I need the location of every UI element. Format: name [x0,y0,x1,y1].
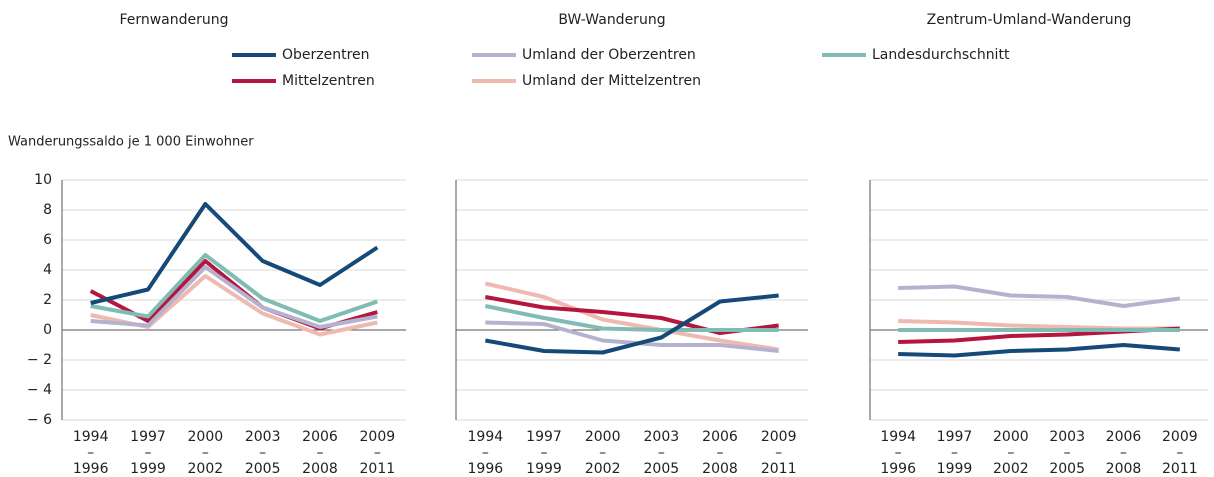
series-line [90,202,379,305]
x-tick-label: 2006–2008 [302,429,338,477]
x-tick-label: 2003–2005 [644,429,680,477]
x-tick-label: 2009–2011 [1162,429,1198,477]
x-tick-label: 2003–2005 [1049,429,1085,477]
panel-title: Zentrum-Umland-Wanderung [927,12,1132,28]
legend-label: Mittelzentren [282,73,375,89]
series-line [484,281,779,352]
legend-label: Umland der Oberzentren [522,47,696,63]
series-line [484,293,779,355]
series-line [90,265,378,329]
y-tick-label: − 2 [27,352,52,368]
y-axis-label: Wanderungssaldo je 1 000 Einwohner [8,135,254,150]
series-line [898,284,1181,308]
legend-label: Oberzentren [282,47,370,63]
x-tick-label: 2009–2011 [360,429,396,477]
x-tick-label: 1994–1996 [468,429,504,477]
series-line [484,304,779,332]
x-tick-label: 2009–2011 [761,429,797,477]
legend-label: Landesdurchschnitt [872,47,1010,63]
x-tick-label: 2000–2002 [993,429,1029,477]
x-tick-label: 1997–1999 [130,429,166,477]
y-tick-label: 4 [43,262,52,278]
panel-title: BW-Wanderung [558,12,665,28]
x-tick-label: 1997–1999 [526,429,562,477]
x-tick-label: 2006–2008 [1106,429,1142,477]
y-tick-label: 0 [43,322,52,338]
series-line [90,253,378,323]
x-tick-label: 2000–2002 [188,429,224,477]
y-tick-label: − 4 [27,382,52,398]
y-tick-label: 8 [43,202,52,218]
legend-label: Umland der Mittelzentren [522,73,701,89]
x-tick-label: 1994–1996 [73,429,109,477]
series-line [898,343,1180,358]
x-tick-label: 2006–2008 [702,429,738,477]
y-tick-label: 6 [43,232,52,248]
y-tick-label: 10 [34,172,52,188]
series-line [485,320,779,353]
x-tick-label: 2000–2002 [585,429,621,477]
series-line [898,319,1180,331]
x-tick-label: 2003–2005 [245,429,281,477]
x-tick-label: 1994–1996 [880,429,916,477]
y-tick-label: 2 [43,292,52,308]
panel-title: Fernwanderung [119,12,228,28]
y-tick-label: − 6 [27,412,52,428]
x-tick-label: 1997–1999 [937,429,973,477]
